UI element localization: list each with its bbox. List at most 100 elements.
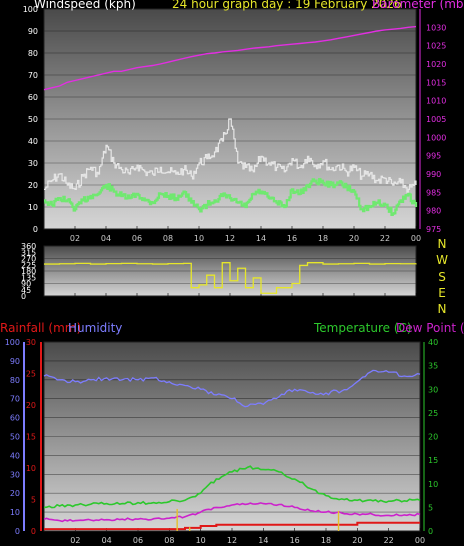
y2-tick-label: 975 <box>426 225 441 234</box>
rainfall-tick-label: 0 <box>31 527 36 536</box>
y-tick-label: 70 <box>28 71 38 80</box>
x-tick-label: 04 <box>102 536 112 545</box>
x-tick-label: 12 <box>225 234 235 243</box>
dewpoint-title: Dew Point (C) <box>396 321 464 335</box>
x-tick-label: 16 <box>290 536 300 545</box>
x-tick-label: 10 <box>196 536 206 545</box>
x-tick-label: 18 <box>318 234 328 243</box>
compass-label: W <box>436 253 448 267</box>
barometer-line <box>43 25 417 91</box>
temperature-tick-label: 30 <box>428 385 438 394</box>
temperature-tick-label: 20 <box>428 433 438 442</box>
barometer-title: Barometer (mb) <box>372 0 464 11</box>
x-tick-label: 08 <box>164 536 174 545</box>
windspeed-line <box>44 118 417 193</box>
y-tick-label: 90 <box>28 27 38 36</box>
humidity-tick-label: 50 <box>10 433 20 442</box>
humidity-tick-label: 30 <box>10 470 20 479</box>
temperature-tick-label: 35 <box>428 362 438 371</box>
rainfall-tick-label: 5 <box>31 496 36 505</box>
humidity-tick-label: 40 <box>10 451 20 460</box>
rainfall-tick-label: 15 <box>26 433 36 442</box>
x-tick-label: 00 <box>415 536 425 545</box>
graph-title: 24 hour graph day : 19 February 2026 <box>172 0 402 11</box>
humidity-line <box>43 369 421 408</box>
wind-direction-line <box>44 262 417 294</box>
x-tick-label: 10 <box>194 234 204 243</box>
y-tick-label: 360 <box>21 242 36 251</box>
x-tick-label: 08 <box>163 234 173 243</box>
y2-tick-label: 1000 <box>426 133 446 142</box>
temperature-tick-label: 0 <box>428 527 433 536</box>
y-tick-label: 0 <box>21 292 26 301</box>
humidity-tick-label: 100 <box>5 338 20 347</box>
x-tick-label: 04 <box>101 234 111 243</box>
x-tick-label: 16 <box>287 234 297 243</box>
y-tick-label: 90 <box>21 280 31 289</box>
y2-tick-label: 1010 <box>426 97 446 106</box>
rainfall-tick-label: 20 <box>26 401 36 410</box>
windspeed-title: Windspeed (kph) <box>34 0 136 11</box>
humidity-title: Humidity <box>68 321 123 335</box>
y2-tick-label: 1005 <box>426 115 446 124</box>
x-tick-label: 00 <box>411 234 421 243</box>
y-tick-label: 135 <box>21 273 36 282</box>
temperature-tick-label: 10 <box>428 480 438 489</box>
y2-tick-label: 1030 <box>426 23 446 32</box>
humidity-tick-label: 70 <box>10 395 20 404</box>
x-tick-label: 02 <box>70 234 80 243</box>
x-tick-label: 02 <box>70 536 80 545</box>
x-tick-label: 06 <box>132 234 142 243</box>
y2-tick-label: 980 <box>426 207 441 216</box>
humidity-tick-label: 80 <box>10 376 20 385</box>
dewpoint-line <box>43 502 421 523</box>
x-tick-label: 14 <box>258 536 268 545</box>
y-tick-label: 270 <box>21 255 36 264</box>
compass-label: S <box>438 270 446 284</box>
x-tick-label: 20 <box>352 536 362 545</box>
y2-tick-label: 1015 <box>426 78 446 87</box>
rainfall-tick-label: 30 <box>26 338 36 347</box>
compass-label: N <box>438 302 447 316</box>
y-tick-label: 10 <box>28 203 38 212</box>
y-tick-label: 45 <box>21 286 31 295</box>
y2-tick-label: 990 <box>426 170 441 179</box>
y-tick-label: 180 <box>21 267 36 276</box>
rainfall-tick-label: 25 <box>26 370 36 379</box>
humidity-tick-label: 20 <box>10 489 20 498</box>
temperature-tick-label: 15 <box>428 456 438 465</box>
temperature-tick-label: 40 <box>428 338 438 347</box>
wind-barometer-panel: 0102030405060708090100975980985990995100… <box>23 5 447 243</box>
temperature-title: Temperature (C) <box>314 321 412 335</box>
humidity-tick-label: 90 <box>10 357 20 366</box>
x-tick-label: 06 <box>133 536 143 545</box>
temperature-line <box>43 465 421 509</box>
humidity-tick-label: 60 <box>10 414 20 423</box>
y-tick-label: 60 <box>28 93 38 102</box>
wind-average-line <box>44 178 418 217</box>
x-tick-label: 22 <box>384 536 394 545</box>
y2-tick-label: 985 <box>426 188 441 197</box>
y-tick-label: 100 <box>23 5 38 14</box>
temperature-tick-label: 5 <box>428 503 433 512</box>
x-tick-label: 20 <box>349 234 359 243</box>
rainfall-tick-label: 10 <box>26 464 36 473</box>
y2-tick-label: 1025 <box>426 42 446 51</box>
y-tick-label: 40 <box>28 137 38 146</box>
y-tick-label: 0 <box>33 225 38 234</box>
temperature-tick-label: 25 <box>428 409 438 418</box>
y2-tick-label: 1020 <box>426 60 446 69</box>
rainfall-line <box>44 521 420 531</box>
y-tick-label: 315 <box>21 248 36 257</box>
x-tick-label: 14 <box>256 234 266 243</box>
compass-label: N <box>438 237 447 251</box>
humidity-tick-label: 0 <box>15 527 20 536</box>
y-tick-label: 225 <box>21 261 36 270</box>
y-tick-label: 30 <box>28 159 38 168</box>
y-tick-label: 50 <box>28 115 38 124</box>
y-tick-label: 20 <box>28 181 38 190</box>
temp-humidity-panel: 0 10 20 30 40 50 60 70 80 90 100 0 5 10 15 20 25 30 0 5 10 15… <box>5 338 438 545</box>
x-tick-label: 22 <box>380 234 390 243</box>
